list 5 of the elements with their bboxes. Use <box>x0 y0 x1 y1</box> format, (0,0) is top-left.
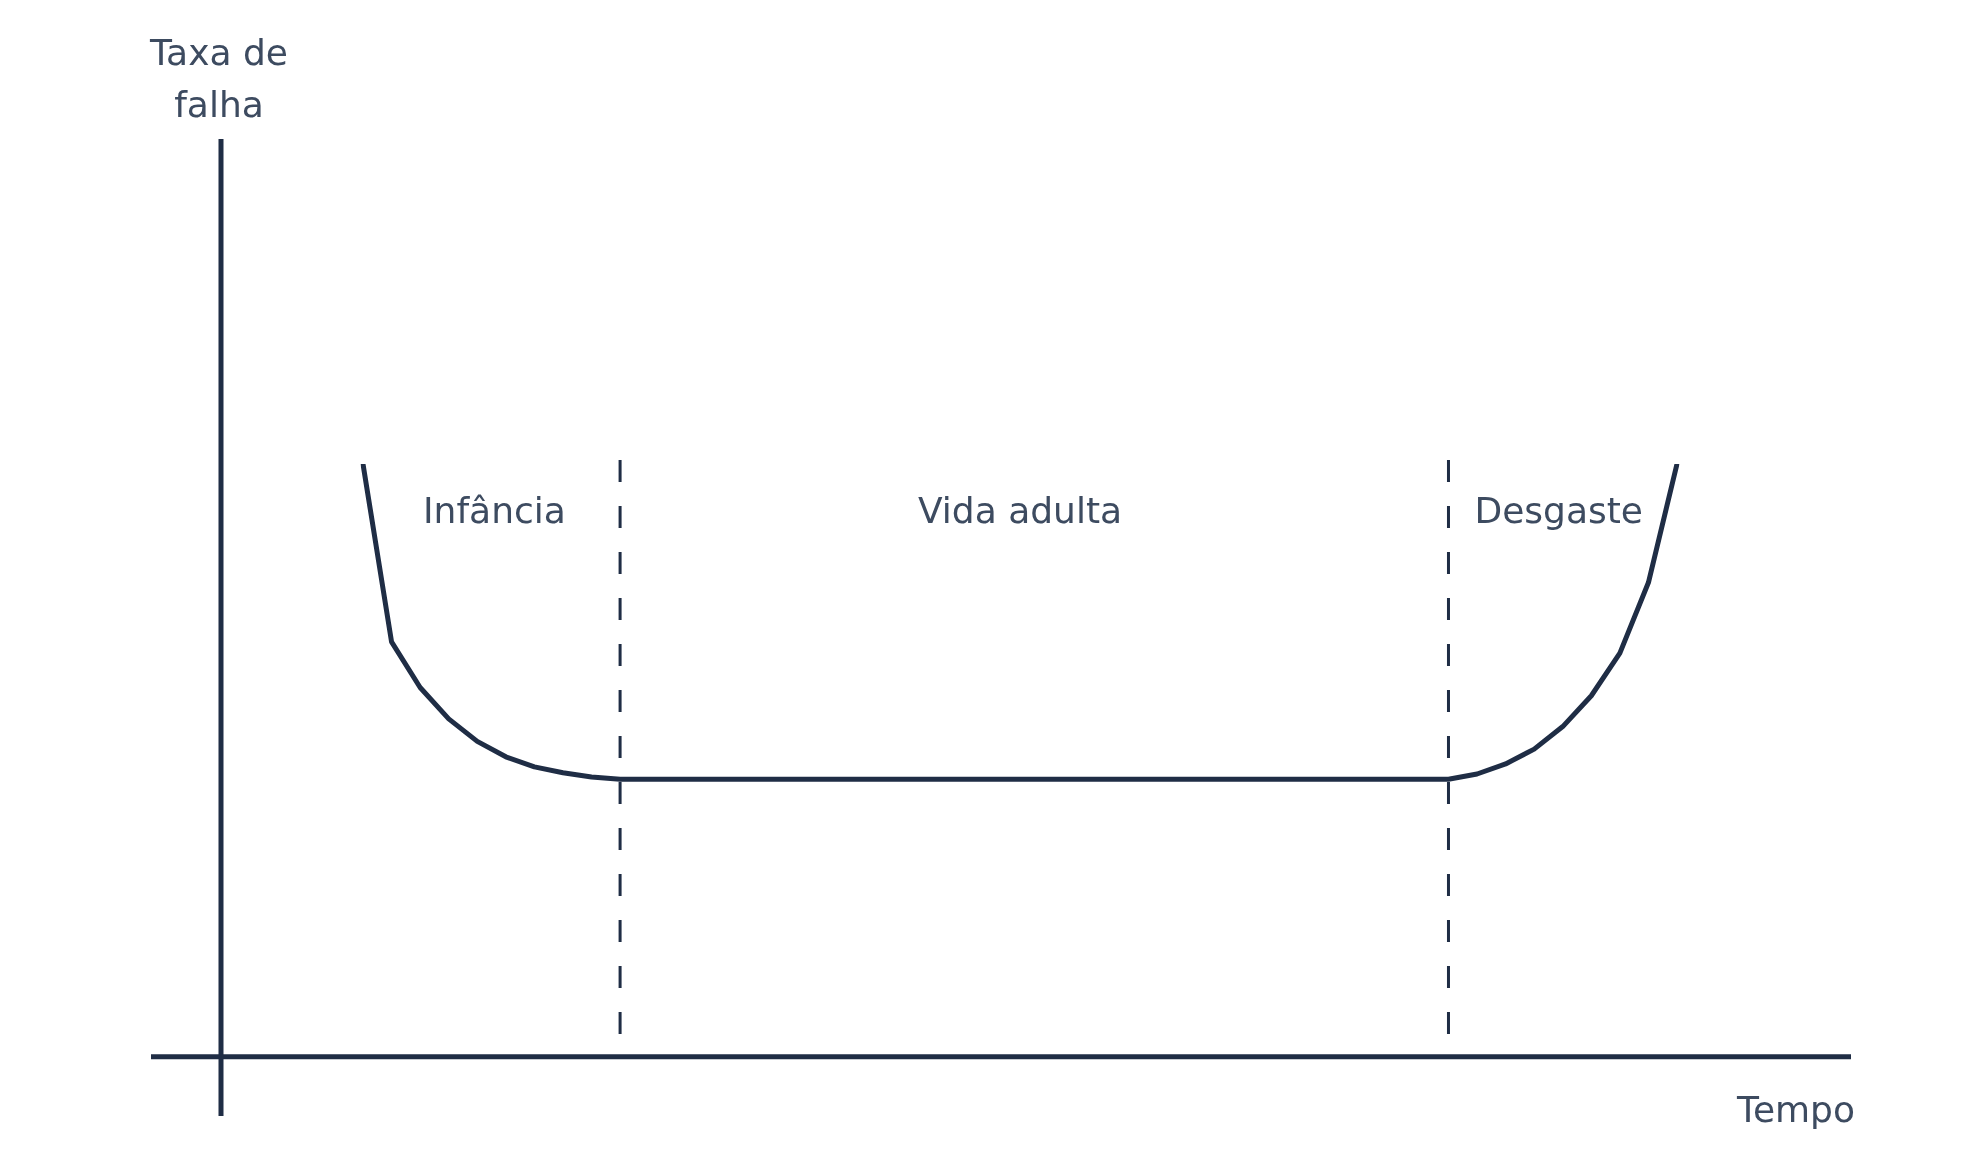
x-axis-title: Tempo <box>1736 1089 1855 1131</box>
text: Taxa de falha <box>149 32 288 126</box>
annotation: Infância <box>422 490 566 532</box>
annotation: Vida adulta <box>917 490 1123 532</box>
annotation: Desgaste <box>1474 490 1644 532</box>
